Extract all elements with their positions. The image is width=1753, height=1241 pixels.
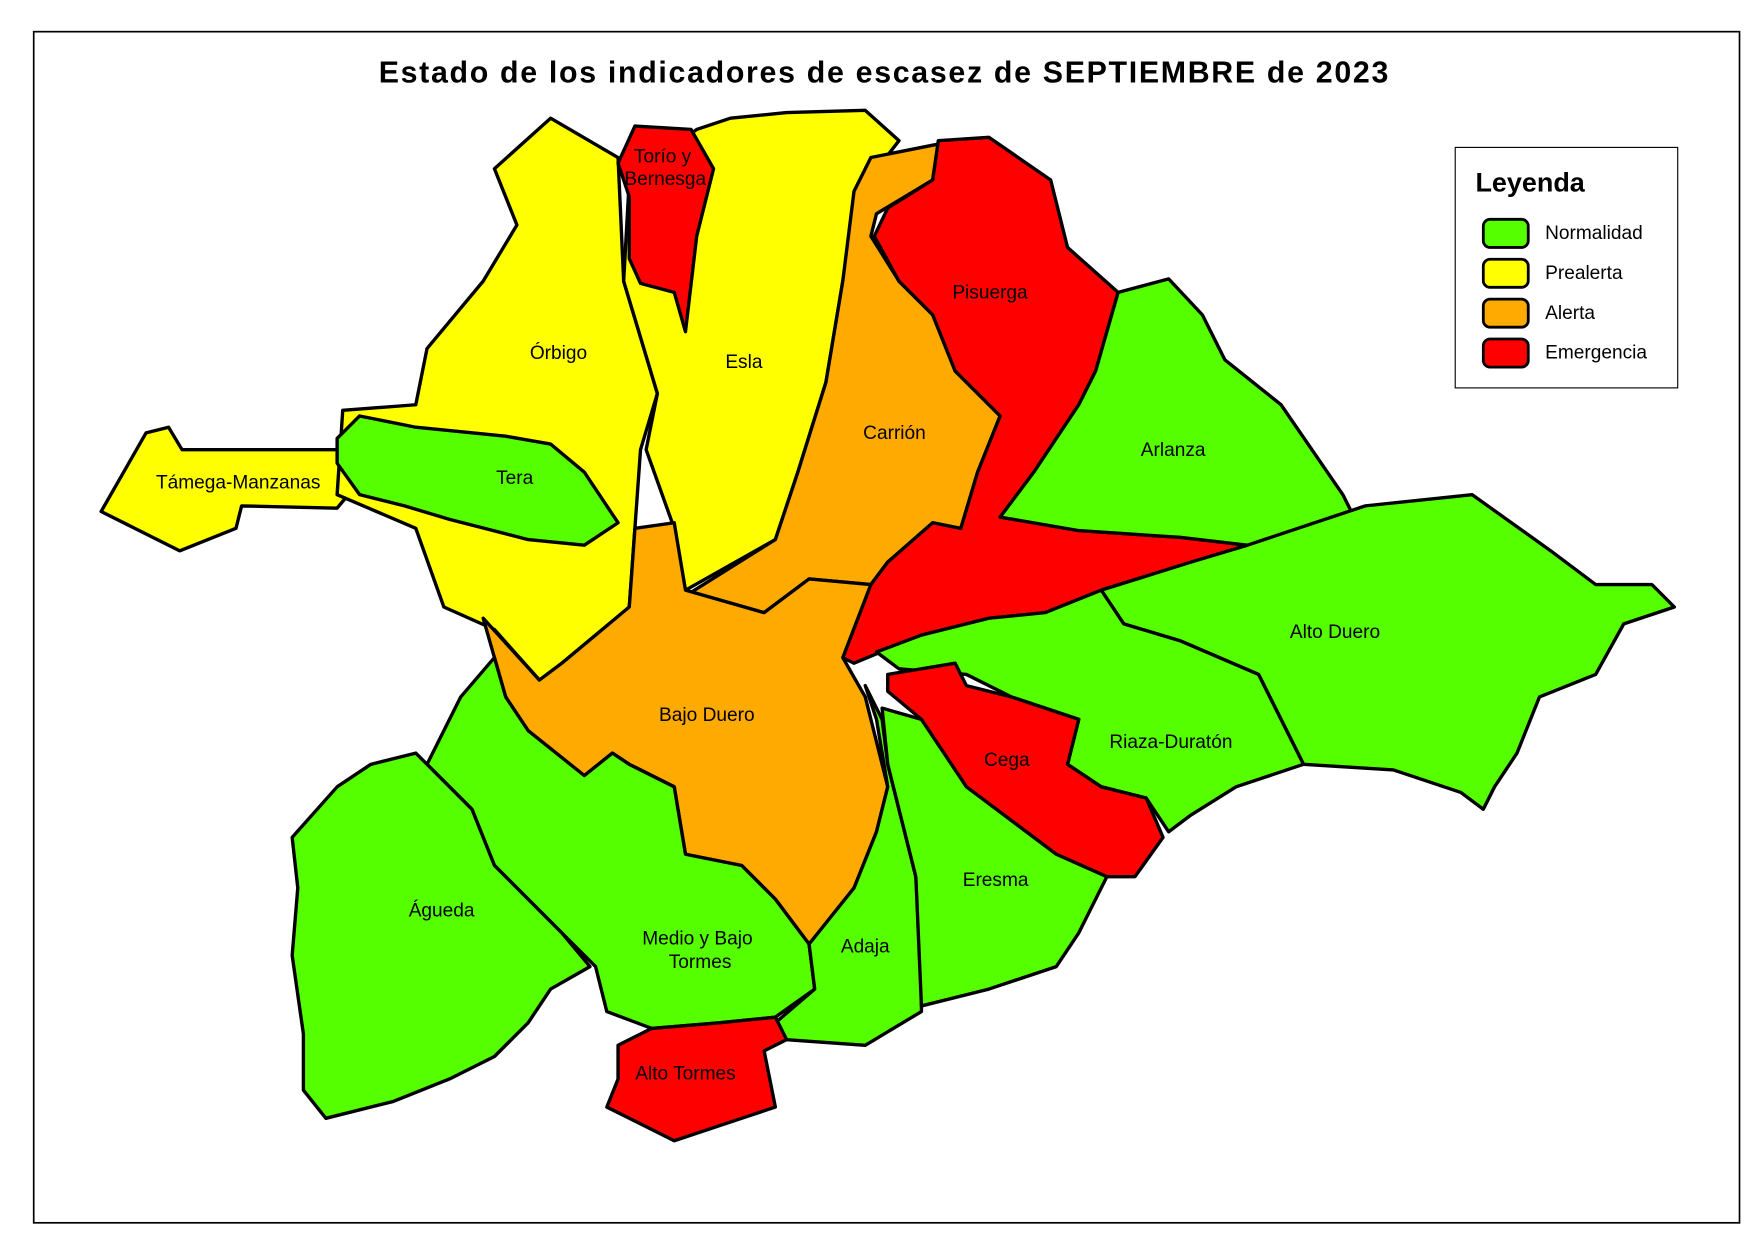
region: [99, 425, 351, 553]
region-labels: Támega-Manzanas Órbigo Esla Torío y Bern…: [156, 147, 1380, 1085]
region-label: Tera: [496, 468, 534, 489]
region: [335, 414, 620, 547]
region-label: Arlanza: [1141, 440, 1206, 461]
regions: [99, 108, 1677, 1143]
region: [616, 124, 716, 334]
region-label-line: Torío y: [634, 147, 692, 168]
legend-label: Emergencia: [1545, 343, 1647, 364]
region-label: Medio y Bajo Tormes: [642, 929, 758, 974]
region-label-line: Tormes: [669, 952, 732, 973]
region-label: Carrión: [863, 423, 926, 444]
legend-swatch: [1481, 337, 1530, 369]
region-label: Eresma: [963, 870, 1029, 891]
legend-items: Normalidad Prealerta Alerta Emergencia: [1481, 217, 1647, 369]
region-label: Pisuerga: [952, 283, 1028, 304]
legend-label: Normalidad: [1545, 223, 1643, 244]
legend-swatch: [1481, 297, 1530, 329]
region-label: Riaza-Duratón: [1109, 732, 1232, 753]
legend-swatch: [1481, 217, 1530, 249]
region-label: Alto Tormes: [635, 1064, 735, 1085]
region-label: Esla: [725, 352, 763, 373]
region-label: Cega: [984, 750, 1030, 771]
legend-swatch: [1481, 257, 1530, 289]
region-label: Adaja: [841, 937, 890, 958]
region-label: Támega-Manzanas: [156, 472, 321, 493]
region-label: Águeda: [409, 901, 475, 922]
region: [880, 706, 1109, 1008]
region-label-line: Bernesga: [624, 169, 706, 190]
legend-label: Alerta: [1545, 303, 1595, 324]
legend-label: Prealerta: [1545, 263, 1623, 284]
region-label: Bajo Duero: [659, 705, 755, 726]
region-label-line: Medio y Bajo: [642, 929, 752, 950]
region-label: Torío y Bernesga: [624, 147, 706, 190]
region-label: Órbigo: [530, 342, 587, 364]
map-title: Estado de los indicadores de escasez de …: [379, 56, 1390, 89]
region-label: Alto Duero: [1290, 622, 1380, 643]
legend-title: Leyenda: [1475, 168, 1585, 198]
legend: Leyenda Normalidad Prealerta Alerta Emergen…: [1454, 146, 1679, 389]
region: [605, 1015, 789, 1143]
region: [290, 751, 592, 1120]
